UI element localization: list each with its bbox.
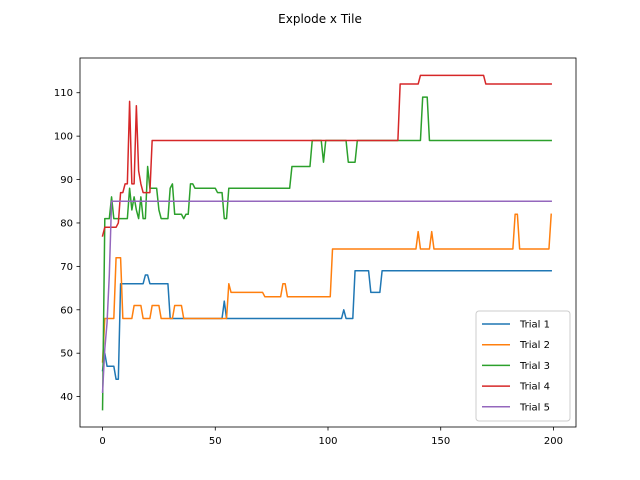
y-tick-label: 90 bbox=[60, 175, 73, 186]
series-line-trial-4 bbox=[101, 74, 552, 237]
x-tick-label: 150 bbox=[431, 436, 450, 447]
chart-title: Explode x Tile bbox=[278, 12, 362, 26]
y-tick-label: 40 bbox=[60, 392, 73, 403]
legend-label-trial-2: Trial 2 bbox=[519, 340, 550, 351]
series-line-trial-2 bbox=[101, 213, 552, 363]
series-line-trial-5 bbox=[101, 200, 552, 394]
legend-label-trial-4: Trial 4 bbox=[519, 382, 550, 393]
x-tick-label: 50 bbox=[209, 436, 222, 447]
legend-label-trial-1: Trial 1 bbox=[519, 320, 550, 331]
x-tick-label: 100 bbox=[318, 436, 337, 447]
y-tick-label: 100 bbox=[54, 132, 73, 143]
y-tick-label: 50 bbox=[60, 349, 73, 360]
y-tick-label: 60 bbox=[60, 305, 73, 316]
legend-box bbox=[475, 310, 571, 422]
y-tick-label: 110 bbox=[54, 88, 73, 99]
ticks: 0 50 100 150 200 40 50 60 70 80 90 100 110 bbox=[54, 88, 563, 447]
legend: Trial 1 Trial 2 Trial 3 Trial 4 Trial 5 bbox=[475, 310, 571, 422]
y-tick-label: 70 bbox=[60, 262, 73, 273]
legend-label-trial-3: Trial 3 bbox=[519, 361, 550, 372]
x-tick-label: 200 bbox=[544, 436, 563, 447]
y-tick-label: 80 bbox=[60, 218, 73, 229]
x-tick-label: 0 bbox=[99, 436, 105, 447]
plot-lines bbox=[101, 74, 552, 411]
legend-label-trial-5: Trial 5 bbox=[519, 402, 550, 413]
